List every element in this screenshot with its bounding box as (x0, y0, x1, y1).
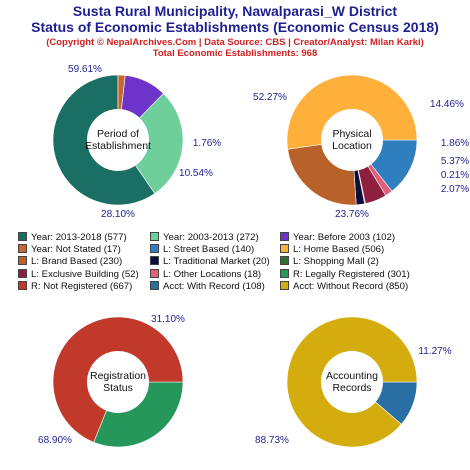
legend-label: Acct: With Record (108) (163, 280, 265, 292)
legend-label: L: Other Locations (18) (163, 268, 262, 280)
location-slice-label-4: 2.07% (441, 184, 469, 195)
period-center-label-1: Establishment (85, 140, 151, 152)
legend-label: Acct: Without Record (850) (293, 280, 409, 292)
legend-label: L: Home Based (506) (293, 244, 385, 256)
legend-label: Year: Not Stated (17) (31, 244, 121, 256)
legend-swatch (280, 268, 289, 278)
legend-item: L: Street Based (140) (150, 244, 254, 255)
legend-label: L: Brand Based (230) (31, 256, 123, 268)
legend-swatch (18, 256, 27, 266)
legend-label: L: Traditional Market (20) (163, 256, 270, 268)
location-pie: 14.46% 1.86% 5.37% 0.21% 2.07% 23.76% 52.27% Ph… (253, 74, 469, 220)
legend-item: Acct: Without Record (850) (280, 280, 409, 292)
legend-item: Year: 2013-2018 (577) (18, 232, 127, 243)
registration-center-label-1: Status (103, 382, 133, 394)
legend-swatch (18, 280, 27, 290)
legend-swatch (150, 256, 159, 266)
registration-donut-hole (87, 351, 149, 413)
legend-item: L: Exclusive Building (52) (18, 268, 139, 280)
legend-item: R: Not Registered (667) (18, 280, 133, 292)
period-slice-label-0: 59.61% (68, 64, 102, 75)
legend-swatch (280, 280, 289, 290)
accounting-slice-label-1: 88.73% (255, 435, 289, 446)
legend-label: L: Shopping Mall (2) (293, 256, 379, 268)
legend-swatch (150, 244, 159, 254)
location-slice-label-3: 0.21% (441, 170, 469, 181)
legend-item: L: Shopping Mall (2) (280, 256, 379, 267)
legend-swatch (150, 268, 159, 278)
registration-slice-label-0: 31.10% (151, 314, 185, 325)
legend-swatch (18, 232, 27, 241)
location-donut-hole (321, 109, 383, 171)
chart-title-line-1: Susta Rural Municipality, Nawalparasi_W … (72, 3, 398, 19)
legend-label: L: Exclusive Building (52) (31, 268, 139, 280)
legend-item: R: Legally Registered (301) (280, 268, 410, 280)
legend-item: Year: Not Stated (17) (18, 244, 121, 255)
period-slice-label-2: 10.54% (179, 168, 213, 179)
legend-label: L: Street Based (140) (163, 244, 255, 256)
accounting-donut-hole (321, 351, 383, 413)
chart-title-line-2: Status of Economic Establishments (Econo… (31, 19, 439, 35)
period-slice-label-1: 28.10% (101, 209, 135, 220)
legend-label: Year: 2013-2018 (577) (31, 232, 127, 243)
legend-swatch (280, 256, 289, 266)
legend-item: L: Traditional Market (20) (150, 256, 270, 267)
location-slice-label-6: 52.27% (253, 92, 287, 103)
location-slice-label-2: 5.37% (441, 156, 469, 167)
legend-item: L: Other Locations (18) (150, 268, 262, 280)
location-slice-label-0: 14.46% (430, 99, 464, 110)
period-donut-hole (87, 109, 149, 171)
location-slice-label-5: 23.76% (335, 209, 369, 220)
chart-subtitle-total: Total Economic Establishments: 968 (152, 48, 318, 59)
chart-subtitle-copyright: (Copyright © NepalArchives.Com | Data So… (46, 37, 424, 48)
period-slice-1 (117, 93, 184, 194)
legend-swatch (18, 244, 27, 254)
location-center-label-0: Physical (332, 128, 371, 140)
legend-item: L: Brand Based (230) (18, 256, 122, 267)
legend-label: R: Legally Registered (301) (293, 268, 410, 280)
legend-swatch (150, 280, 159, 290)
legend-label: Year: Before 2003 (102) (293, 232, 396, 243)
legend-label: R: Not Registered (667) (31, 280, 133, 292)
period-slice-label-3: 1.76% (193, 138, 221, 149)
period-center-label-0: Period of (97, 128, 139, 140)
legend-label: Year: 2003-2013 (272) (163, 232, 259, 243)
legend-swatch (18, 268, 27, 278)
legend-item: Year: 2003-2013 (272) (150, 232, 259, 243)
legend-swatch (150, 232, 159, 241)
location-slice-label-1: 1.86% (441, 138, 469, 149)
legend-swatch (280, 244, 289, 254)
legend-swatch (280, 232, 289, 241)
registration-slice-label-1: 68.90% (38, 435, 72, 446)
registration-center-label-0: Registration (90, 370, 146, 382)
accounting-center-label-1: Records (332, 382, 371, 394)
legend-item: L: Home Based (506) (280, 244, 384, 255)
accounting-slice-label-0: 11.27% (418, 346, 451, 357)
legend-item: Year: Before 2003 (102) (280, 232, 395, 243)
legend-item: Acct: With Record (108) (150, 280, 265, 292)
location-center-label-1: Location (332, 140, 372, 152)
accounting-center-label-0: Accounting (326, 370, 378, 382)
period-pie: 59.61% 28.10% 10.54% 1.76% Period ofEstablis… (52, 64, 221, 220)
